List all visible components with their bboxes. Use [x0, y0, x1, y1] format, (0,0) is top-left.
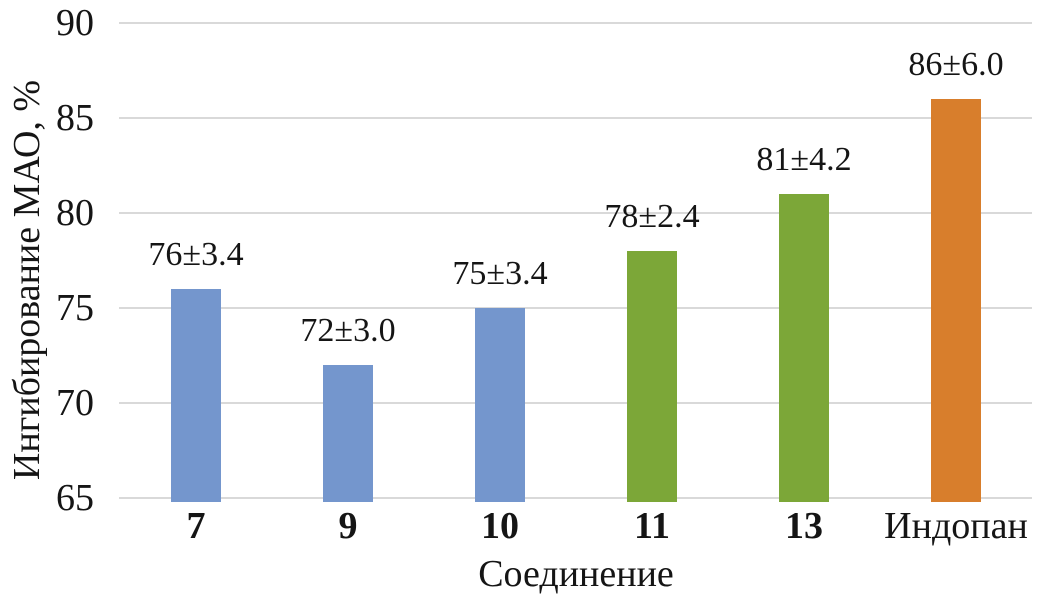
bar-11: [627, 251, 677, 502]
bar-10: [475, 308, 525, 502]
bar-value-label: 75±3.4: [452, 255, 548, 292]
y-tick-label: 65: [56, 477, 94, 519]
bar-9: [323, 365, 373, 502]
bar-value-label: 76±3.4: [148, 236, 244, 273]
x-category-label-7: 7: [186, 505, 206, 547]
gridline: [119, 402, 1032, 404]
bar-13: [779, 194, 829, 502]
bar-Индопан: [931, 99, 981, 502]
bar-value-label: 81±4.2: [756, 141, 852, 178]
gridline: [119, 22, 1032, 24]
x-axis-title: Соединение: [478, 553, 674, 595]
gridline: [119, 117, 1032, 119]
y-tick-label: 70: [56, 382, 94, 424]
y-tick-label: 75: [56, 287, 94, 329]
bar-value-label: 72±3.0: [300, 312, 396, 349]
x-category-label-10: 10: [481, 505, 519, 547]
x-category-label-13: 13: [785, 505, 823, 547]
x-category-label-9: 9: [338, 505, 358, 547]
bar-value-label: 78±2.4: [604, 198, 700, 235]
bar-7: [171, 289, 221, 502]
gridline: [119, 212, 1032, 214]
gridline: [119, 307, 1032, 309]
bar-value-label: 86±6.0: [908, 46, 1004, 83]
y-tick-label: 80: [56, 192, 94, 234]
y-tick-label: 90: [56, 2, 94, 44]
x-category-label-11: 11: [634, 505, 670, 547]
y-tick-label: 85: [56, 97, 94, 139]
gridline: [119, 497, 1032, 499]
x-category-label-Индопан: Индопан: [884, 505, 1028, 547]
